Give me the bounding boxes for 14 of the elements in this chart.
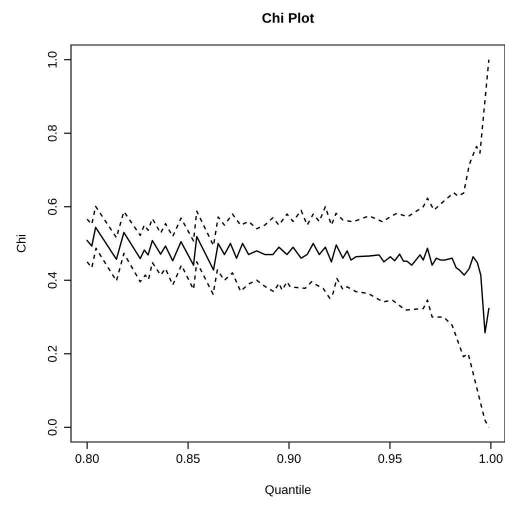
y-tick-label: 0.4 — [48, 272, 57, 288]
y-tick-label: 0.0 — [48, 419, 57, 436]
x-tick-label: 1.00 — [480, 454, 503, 463]
y-tick-label: 0.6 — [48, 198, 57, 215]
x-tick-label: 0.80 — [75, 454, 99, 463]
y-axis-title: Chi — [16, 234, 26, 252]
chart-title: Chi Plot — [262, 12, 314, 23]
x-axis-title: Quantile — [265, 484, 311, 496]
y-tick-label: 0.2 — [48, 346, 57, 362]
x-tick-label: 0.85 — [176, 454, 200, 463]
y-tick-label: 0.8 — [48, 125, 57, 142]
y-tick-label: 1.0 — [48, 52, 57, 68]
x-tick-label: 0.90 — [277, 454, 301, 463]
x-tick-label: 0.95 — [378, 454, 402, 463]
